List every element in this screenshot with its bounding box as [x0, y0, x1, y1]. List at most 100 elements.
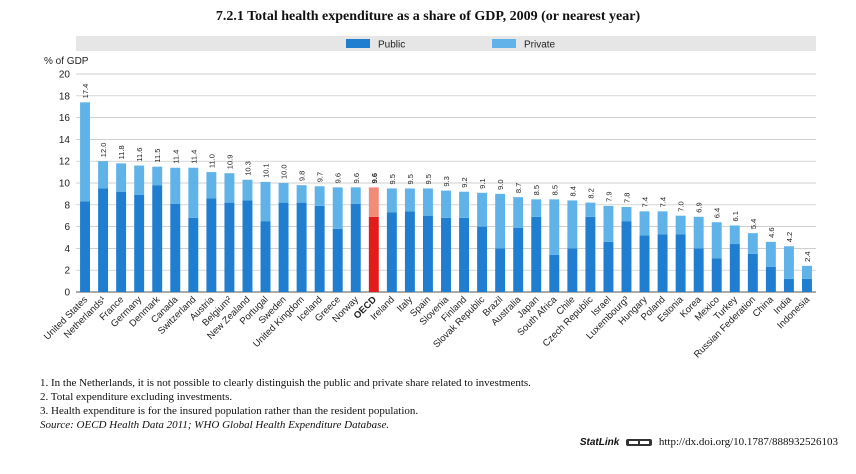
bar-private: [657, 211, 668, 235]
bar-private: [116, 163, 127, 192]
note-3: 3. Health expenditure is for the insured…: [40, 405, 419, 417]
data-label: 6.1: [731, 211, 740, 221]
data-label: 4.2: [785, 232, 794, 242]
data-label: 9.3: [442, 176, 451, 186]
bar-private: [711, 222, 722, 259]
bar-public: [549, 254, 560, 292]
bar-public: [332, 228, 343, 292]
y-tick-label: 14: [59, 135, 71, 146]
bar-public: [80, 201, 90, 292]
notes: 1. In the Netherlands, it is not possibl…: [40, 376, 840, 432]
data-label: 11.0: [207, 154, 216, 168]
bar-private: [98, 161, 109, 189]
bar-private: [459, 191, 470, 218]
statlink: StatLink http://dx.doi.org/10.1787/88893…: [580, 436, 838, 448]
y-tick-label: 16: [59, 113, 71, 124]
data-label: 9.2: [460, 177, 469, 187]
bar-public: [350, 203, 361, 292]
data-label: 5.4: [749, 219, 758, 229]
bar-private: [332, 187, 343, 229]
bar-private: [603, 205, 614, 242]
bar-public: [513, 227, 524, 292]
bar-private: [188, 167, 199, 218]
bar-public: [657, 234, 668, 292]
bar-private: [513, 197, 524, 228]
bar-public: [477, 226, 488, 292]
bar-private: [368, 187, 379, 217]
bar-public: [404, 211, 415, 292]
bar-private: [278, 183, 289, 203]
y-tick-label: 18: [59, 91, 71, 102]
bar-public: [747, 253, 758, 292]
bar-private: [531, 199, 542, 217]
bar-private: [441, 190, 451, 218]
bar-private: [206, 172, 217, 199]
bar-private: [495, 193, 506, 249]
legend-label-public: Public: [378, 40, 405, 51]
bar-private: [621, 206, 632, 222]
data-label: 8.5: [550, 185, 559, 195]
bar-public: [242, 200, 253, 292]
bar-private: [567, 200, 578, 249]
bar-public: [567, 248, 578, 292]
data-label: 9.6: [334, 173, 343, 183]
data-label: 9.0: [496, 179, 505, 189]
legend-band: [76, 36, 816, 51]
bar-public: [621, 221, 632, 292]
legend-swatch-public: [346, 39, 370, 48]
data-label: 8.5: [532, 185, 541, 195]
y-axis-label: % of GDP: [44, 56, 89, 67]
bar-public: [188, 217, 199, 292]
bar-public: [170, 203, 181, 292]
y-tick-label: 4: [64, 244, 70, 255]
bar-private: [765, 241, 776, 267]
bar-public: [368, 216, 379, 292]
bar-private: [729, 225, 740, 245]
bar-public: [765, 266, 776, 292]
data-label: 9.5: [388, 174, 397, 184]
bar-public: [783, 278, 794, 292]
data-label: 10.3: [243, 161, 252, 176]
data-label: 9.7: [316, 172, 325, 182]
data-label: 7.9: [604, 191, 613, 201]
bar-public: [585, 216, 596, 292]
legend-swatch-private: [492, 39, 516, 48]
bar-private: [296, 185, 307, 203]
data-label: 9.6: [352, 173, 361, 183]
bar-private: [549, 199, 560, 255]
bar-public: [495, 248, 506, 292]
data-label: 10.0: [280, 164, 289, 179]
bar-public: [422, 215, 433, 292]
bar-private: [350, 187, 361, 204]
bar-public: [314, 205, 325, 292]
bar-public: [134, 194, 145, 292]
data-label: 11.6: [135, 148, 144, 162]
data-label: 11.4: [189, 150, 198, 164]
statlink-label: StatLink: [579, 437, 620, 448]
bar-private: [404, 188, 415, 212]
bar-public: [152, 185, 163, 292]
bar-public: [441, 217, 451, 292]
bar-public: [224, 202, 235, 292]
chart-svg: 0 2 4 6 8 10 12 14 16 18 20 % of GDP Public Private 17…: [42, 36, 816, 360]
data-label: 6.9: [695, 202, 704, 212]
bar-private: [170, 167, 181, 204]
note-2: 2. Total expenditure excluding investmen…: [40, 391, 233, 403]
bar-public: [675, 234, 686, 292]
statlink-url-link[interactable]: http://dx.doi.org/10.1787/888932526103: [658, 436, 838, 448]
bar-public: [386, 212, 397, 292]
bar-private: [152, 166, 163, 186]
data-label: 10.1: [262, 163, 271, 178]
bar-private: [242, 179, 253, 201]
bar-private: [80, 102, 90, 202]
data-label: 9.5: [424, 174, 433, 184]
data-label: 7.0: [677, 201, 686, 211]
bar-private: [422, 188, 433, 216]
bar-public: [639, 235, 650, 292]
bar-public: [278, 202, 289, 292]
bar-private: [693, 216, 704, 249]
bar-public: [603, 241, 614, 292]
y-tick-label: 8: [64, 200, 70, 211]
data-label: 11.8: [117, 145, 126, 159]
bar-private: [134, 165, 145, 195]
